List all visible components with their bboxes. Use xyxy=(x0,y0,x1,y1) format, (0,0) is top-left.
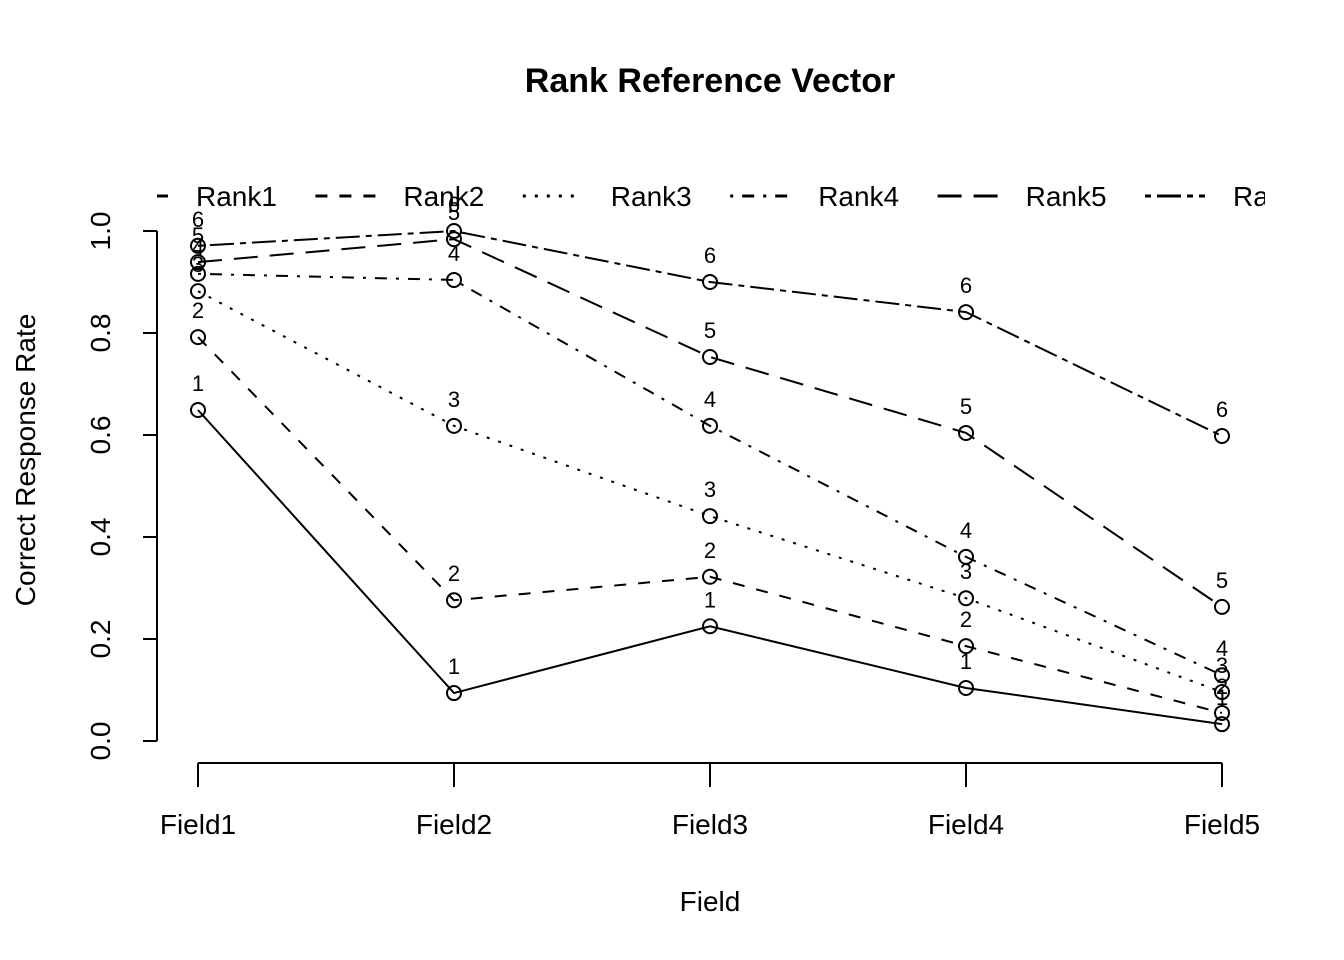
x-tick-label: Field4 xyxy=(928,809,1004,840)
point-label: 5 xyxy=(192,223,204,248)
data-point xyxy=(446,271,462,288)
y-tick-label: 1.0 xyxy=(85,212,116,251)
data-point xyxy=(446,685,462,702)
data-point xyxy=(190,402,206,419)
data-point xyxy=(958,679,974,696)
x-tick-label: Field1 xyxy=(160,809,236,840)
data-point xyxy=(1214,598,1230,615)
legend-label: Rank4 xyxy=(818,181,899,212)
point-label: 4 xyxy=(448,241,460,266)
data-point xyxy=(958,548,974,565)
data-point xyxy=(190,329,206,346)
data-point xyxy=(446,592,462,609)
series-line xyxy=(197,336,1223,714)
data-point xyxy=(1214,704,1230,721)
data-point xyxy=(958,304,974,321)
point-label: 2 xyxy=(704,538,716,563)
point-label: 4 xyxy=(1216,636,1228,661)
data-point xyxy=(1214,428,1230,445)
data-point xyxy=(702,508,718,525)
legend-label: Rank5 xyxy=(1026,181,1107,212)
series-line xyxy=(197,238,1223,608)
legend-label: Rank3 xyxy=(611,181,692,212)
point-label: 2 xyxy=(192,298,204,323)
data-point xyxy=(702,417,718,434)
data-point xyxy=(190,283,206,300)
point-label: 6 xyxy=(1216,397,1228,422)
data-point xyxy=(958,590,974,607)
point-label: 5 xyxy=(960,394,972,419)
x-tick-label: Field3 xyxy=(672,809,748,840)
point-label: 6 xyxy=(192,207,204,232)
y-tick-label: 0.8 xyxy=(85,314,116,353)
point-label: 2 xyxy=(960,607,972,632)
legend: Rank1 Rank2 Rank3 Rank4 Rank5 Rank6 xyxy=(157,181,1314,212)
data-point xyxy=(190,265,206,282)
point-label: 5 xyxy=(448,200,460,225)
point-label: 3 xyxy=(960,559,972,584)
data-point xyxy=(446,417,462,434)
legend-label: Rank2 xyxy=(403,181,484,212)
point-label: 1 xyxy=(704,587,716,612)
data-point xyxy=(702,274,718,290)
data-point xyxy=(1214,716,1230,733)
point-label: 3 xyxy=(448,387,460,412)
y-tick-label: 0.6 xyxy=(85,416,116,455)
point-label: 5 xyxy=(704,318,716,343)
point-label: 3 xyxy=(704,477,716,502)
data-point xyxy=(190,237,206,254)
point-label: 6 xyxy=(704,243,716,268)
series-line xyxy=(197,229,1223,437)
point-label: 1 xyxy=(960,649,972,674)
y-tick-label: 0.4 xyxy=(85,518,116,557)
point-label: 1 xyxy=(1216,685,1228,710)
data-point xyxy=(190,254,206,271)
point-label: 4 xyxy=(704,387,716,412)
data-point xyxy=(702,618,718,635)
data-point xyxy=(446,223,462,239)
data-point xyxy=(702,348,718,365)
series-line xyxy=(197,272,1223,677)
point-label: 5 xyxy=(1216,568,1228,593)
y-axis-title: Correct Response Rate xyxy=(10,314,41,607)
legend-label: Rank1 xyxy=(196,181,277,212)
point-label: 1 xyxy=(192,371,204,396)
point-label: 6 xyxy=(960,273,972,298)
data-point xyxy=(958,638,974,655)
data-point xyxy=(958,424,974,441)
y-tick-label: 0.0 xyxy=(85,722,116,761)
point-label: 1 xyxy=(448,654,460,679)
x-axis-title: Field xyxy=(680,886,741,917)
series-line xyxy=(197,409,1223,726)
point-label: 3 xyxy=(1216,653,1228,678)
point-label: 4 xyxy=(960,518,972,543)
data-point xyxy=(446,231,462,248)
legend-label: Rank6 xyxy=(1233,181,1314,212)
data-point xyxy=(702,568,718,585)
point-label: 6 xyxy=(448,192,460,217)
x-tick-label: Field5 xyxy=(1184,809,1260,840)
data-point xyxy=(1214,684,1230,701)
point-label: 4 xyxy=(192,235,204,260)
x-tick-label: Field2 xyxy=(416,809,492,840)
chart-title: Rank Reference Vector xyxy=(525,62,895,100)
y-tick-label: 0.2 xyxy=(85,620,116,659)
point-label: 2 xyxy=(448,561,460,586)
point-label: 2 xyxy=(1216,674,1228,699)
data-point xyxy=(1214,667,1230,684)
point-label: 3 xyxy=(192,252,204,277)
series-line xyxy=(197,290,1223,693)
